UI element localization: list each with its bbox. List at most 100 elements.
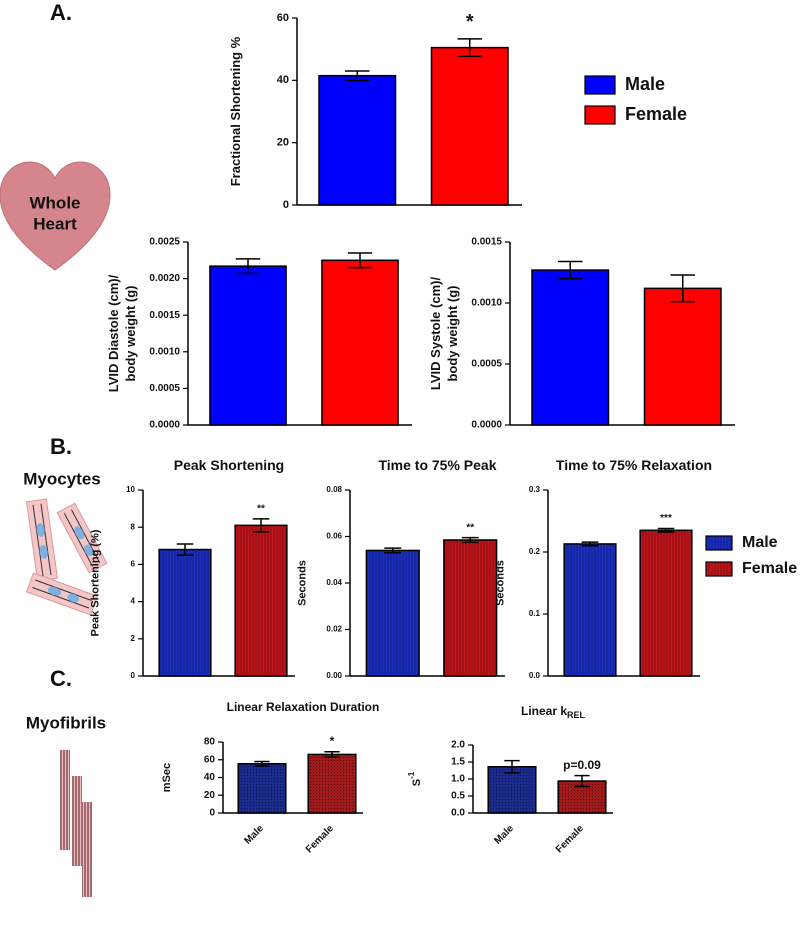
chart-title-sub: REL xyxy=(567,710,586,720)
chart-title-text: Peak Shortening xyxy=(174,457,284,473)
y-tick-label: 0 xyxy=(131,671,136,680)
y-tick-label: 6 xyxy=(131,560,136,569)
bar xyxy=(318,74,397,206)
bar xyxy=(430,46,509,206)
y-axis-label: Seconds xyxy=(494,560,506,606)
chart-title: Peak Shortening xyxy=(174,457,284,473)
bar xyxy=(563,543,617,677)
bar xyxy=(487,766,537,814)
y-tick-label: 1.5 xyxy=(451,757,465,768)
error-bar xyxy=(461,536,479,544)
chart-title-text: Linear k xyxy=(521,704,567,718)
bar xyxy=(365,549,420,677)
y-tick-label: 0 xyxy=(283,199,289,211)
y-tick-label: 20 xyxy=(204,790,216,801)
y-tick-label: 10 xyxy=(126,485,135,494)
y-axis-label-text: body weight (g) xyxy=(445,285,460,381)
y-axis-label: mSec xyxy=(161,763,173,792)
y-axis-label-text: Seconds xyxy=(494,560,506,606)
y-tick-label: 40 xyxy=(277,74,289,86)
significance-label: ** xyxy=(466,522,474,533)
error-bar xyxy=(235,258,261,275)
x-tick-label: Female xyxy=(304,823,336,855)
y-tick-label: 0.0010 xyxy=(471,298,502,309)
error-bar xyxy=(254,760,270,767)
significance-label: ** xyxy=(257,503,265,514)
y-tick-label: 0.0 xyxy=(451,808,465,819)
error-bar xyxy=(345,70,370,82)
error-bar xyxy=(670,274,695,303)
legend-swatch xyxy=(705,561,733,577)
chart-title: Time to 75% Relaxation xyxy=(556,457,712,473)
error-bar xyxy=(657,527,675,533)
y-axis-label-text: Seconds xyxy=(296,560,308,606)
y-axis-label-text: S xyxy=(411,779,423,786)
y-tick-label: 0.0015 xyxy=(471,237,502,248)
error-bar xyxy=(252,518,270,533)
error-bar xyxy=(347,252,373,269)
y-tick-label: 0.0005 xyxy=(149,383,180,394)
y-tick-label: 0.00 xyxy=(326,671,342,680)
error-bar xyxy=(558,260,583,280)
legend-swatch xyxy=(705,535,733,551)
y-axis-label-text: LVID Systole (cm)/ xyxy=(428,277,443,391)
chart-title: Linear Relaxation Duration xyxy=(227,700,380,714)
bar xyxy=(639,529,693,677)
chart-title-text: Linear Relaxation Duration xyxy=(227,700,380,714)
y-tick-label: 80 xyxy=(204,737,216,748)
y-tick-label: 0.1 xyxy=(529,609,541,618)
y-tick-label: 2 xyxy=(131,634,136,643)
error-bar xyxy=(384,547,402,554)
y-axis-label-sup: -1 xyxy=(407,771,416,779)
error-bar xyxy=(457,38,482,58)
y-tick-label: 0.3 xyxy=(529,485,541,494)
bar xyxy=(209,265,287,426)
y-tick-label: 2.0 xyxy=(451,740,465,751)
y-tick-label: 0.0015 xyxy=(149,310,180,321)
y-axis-label-text: body weight (g) xyxy=(123,285,138,381)
chart-title: Time to 75% Peak xyxy=(378,457,496,473)
y-axis-label: LVID Systole (cm)/ xyxy=(428,277,443,391)
y-tick-label: 0.0005 xyxy=(471,359,502,370)
y-tick-label: 0.5 xyxy=(451,791,465,802)
side-name: Heart xyxy=(33,214,77,233)
y-tick-label: 0.06 xyxy=(326,532,342,541)
bar xyxy=(321,259,399,426)
bar xyxy=(237,762,287,814)
legend-label: Male xyxy=(742,534,778,551)
bar xyxy=(307,753,357,814)
y-axis-label: LVID Diastole (cm)/ xyxy=(106,274,121,392)
myocyte-icons xyxy=(25,498,108,616)
error-bar xyxy=(581,541,599,547)
y-tick-label: 0.0000 xyxy=(471,420,502,431)
error-bar xyxy=(574,774,590,788)
significance-label: * xyxy=(466,11,474,33)
y-tick-label: 0.2 xyxy=(529,547,541,556)
error-bar xyxy=(504,759,520,774)
chart-title: Linear kREL xyxy=(521,704,586,720)
bar xyxy=(234,524,288,677)
y-tick-label: 0.0000 xyxy=(149,420,180,431)
y-axis-label: Fractional Shortening % xyxy=(228,36,243,186)
y-tick-label: 0.0 xyxy=(529,671,541,680)
y-axis-label: Seconds xyxy=(296,560,308,606)
panel-label: B. xyxy=(50,434,72,459)
bar xyxy=(531,269,610,426)
y-axis-label: Peak Shortening (%) xyxy=(89,529,101,636)
myofibril-icons xyxy=(60,750,92,897)
y-tick-label: 0 xyxy=(209,808,215,819)
y-tick-label: 0.0025 xyxy=(149,237,180,248)
y-axis-label-text: LVID Diastole (cm)/ xyxy=(106,274,121,392)
y-tick-label: 60 xyxy=(204,754,216,765)
y-tick-label: 0.02 xyxy=(326,625,342,634)
chart-title-text: Time to 75% Relaxation xyxy=(556,457,712,473)
legend-label: Female xyxy=(742,560,797,577)
bar xyxy=(643,287,722,426)
y-tick-label: 1.0 xyxy=(451,774,465,785)
panel-label: A. xyxy=(50,0,72,25)
legend-label: Male xyxy=(625,74,665,94)
y-axis-label-text: mSec xyxy=(161,763,173,792)
significance-label: *** xyxy=(660,513,672,524)
error-bar xyxy=(324,751,340,758)
